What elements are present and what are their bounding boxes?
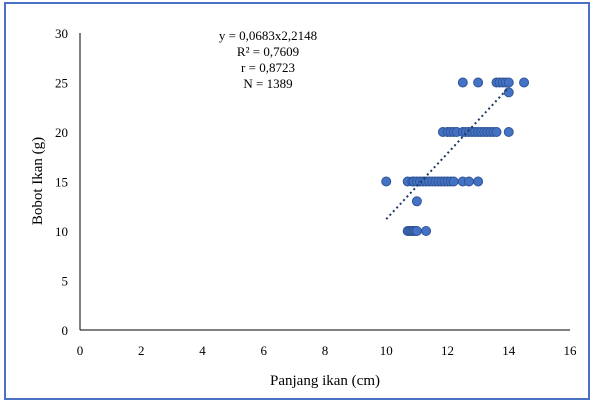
data-point xyxy=(503,77,514,88)
y-tick-label: 5 xyxy=(62,274,69,289)
x-tick-label: 14 xyxy=(502,343,516,358)
x-tick-label: 4 xyxy=(199,343,206,358)
data-point xyxy=(463,176,474,187)
y-tick-label: 10 xyxy=(55,224,68,239)
data-point xyxy=(503,87,514,98)
y-tick-label: 15 xyxy=(55,175,68,190)
data-point xyxy=(473,176,484,187)
annotation-sample-size: N = 1389 xyxy=(243,76,292,91)
x-axis-label: Panjang ikan (cm) xyxy=(270,373,380,389)
regression-annotations: y = 0,0683x2,2148 R² = 0,7609 r = 0,8723… xyxy=(219,28,317,91)
x-tick-label: 12 xyxy=(441,343,454,358)
chart-frame xyxy=(4,2,590,400)
x-tick-label: 10 xyxy=(380,343,393,358)
data-point xyxy=(411,196,422,207)
data-point xyxy=(421,226,432,236)
y-axis-label: Bobot Ikan (g) xyxy=(30,137,46,225)
annotation-equation: y = 0,0683x2,2148 xyxy=(219,28,317,43)
data-point xyxy=(448,176,459,187)
data-point xyxy=(473,77,484,88)
data-point xyxy=(411,226,422,236)
annotation-r-squared: R² = 0,7609 xyxy=(237,44,299,59)
annotation-correlation: r = 0,8723 xyxy=(241,60,295,75)
x-tick-label: 6 xyxy=(261,343,268,358)
x-tick-label: 8 xyxy=(322,343,329,358)
x-tick-label: 16 xyxy=(564,343,578,358)
x-tick-label: 0 xyxy=(77,343,84,358)
data-point xyxy=(457,77,468,88)
y-tick-label: 30 xyxy=(55,26,68,41)
y-tick-label: 25 xyxy=(55,76,68,91)
trendline xyxy=(385,86,510,220)
data-point xyxy=(491,127,502,137)
data-point xyxy=(381,176,392,187)
y-tick-label: 0 xyxy=(62,323,69,338)
x-tick-label: 2 xyxy=(138,343,145,358)
data-point xyxy=(503,127,514,137)
data-point xyxy=(519,77,530,88)
y-tick-label: 20 xyxy=(55,125,68,140)
